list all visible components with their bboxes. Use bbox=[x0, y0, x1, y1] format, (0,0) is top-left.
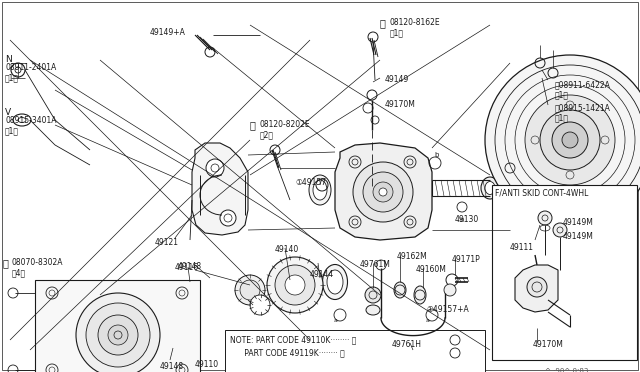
Ellipse shape bbox=[18, 118, 26, 122]
Text: ⒲: ⒲ bbox=[250, 120, 256, 130]
Text: b: b bbox=[435, 152, 439, 158]
Circle shape bbox=[108, 325, 128, 345]
Circle shape bbox=[11, 63, 25, 77]
Circle shape bbox=[444, 284, 456, 296]
Text: ⒲: ⒲ bbox=[380, 18, 386, 28]
Circle shape bbox=[250, 295, 270, 315]
Text: （1）: （1） bbox=[5, 73, 19, 82]
Circle shape bbox=[205, 47, 215, 57]
Text: 08120-8162E: 08120-8162E bbox=[390, 18, 440, 27]
Text: 08911-2401A: 08911-2401A bbox=[5, 63, 56, 72]
Circle shape bbox=[76, 293, 160, 372]
Circle shape bbox=[285, 275, 305, 295]
Text: 49140: 49140 bbox=[275, 245, 300, 254]
Circle shape bbox=[275, 265, 315, 305]
Bar bbox=[492, 185, 637, 360]
Text: 49761H: 49761H bbox=[392, 340, 422, 349]
Text: ⓝ08911-6422A: ⓝ08911-6422A bbox=[555, 80, 611, 89]
Text: 49170M: 49170M bbox=[533, 340, 564, 349]
Text: 49116: 49116 bbox=[175, 263, 199, 272]
Text: 08120-8202E: 08120-8202E bbox=[260, 120, 310, 129]
Text: ^ ·90^ 0:83: ^ ·90^ 0:83 bbox=[545, 368, 588, 372]
Text: （4）: （4） bbox=[12, 268, 26, 277]
Text: 08915-3401A: 08915-3401A bbox=[5, 116, 56, 125]
Text: 49121: 49121 bbox=[155, 238, 179, 247]
Circle shape bbox=[363, 172, 403, 212]
Ellipse shape bbox=[414, 286, 426, 304]
Text: 49149+A: 49149+A bbox=[150, 28, 186, 37]
Circle shape bbox=[485, 55, 640, 225]
Text: V: V bbox=[5, 108, 11, 117]
Ellipse shape bbox=[366, 305, 380, 315]
Circle shape bbox=[365, 287, 381, 303]
Ellipse shape bbox=[394, 282, 406, 298]
Text: F/ANTI SKID CONT-4WHL: F/ANTI SKID CONT-4WHL bbox=[495, 189, 588, 198]
Circle shape bbox=[86, 303, 150, 367]
Ellipse shape bbox=[323, 264, 348, 299]
Text: 49149M: 49149M bbox=[563, 232, 594, 241]
Circle shape bbox=[562, 132, 578, 148]
Text: 49130: 49130 bbox=[455, 215, 479, 224]
Ellipse shape bbox=[309, 175, 331, 205]
Text: 49110: 49110 bbox=[195, 360, 219, 369]
Circle shape bbox=[527, 277, 547, 297]
Circle shape bbox=[267, 257, 323, 313]
Circle shape bbox=[98, 315, 138, 355]
Bar bbox=[225, 330, 485, 372]
Text: 49160M: 49160M bbox=[416, 265, 447, 274]
Circle shape bbox=[363, 103, 373, 113]
Circle shape bbox=[353, 162, 413, 222]
Text: N: N bbox=[5, 55, 12, 64]
Text: Ⓥ08915-1421A: Ⓥ08915-1421A bbox=[555, 103, 611, 112]
Text: ①49157: ①49157 bbox=[295, 178, 326, 187]
Circle shape bbox=[376, 260, 386, 270]
Ellipse shape bbox=[481, 177, 499, 199]
Polygon shape bbox=[335, 143, 432, 240]
Text: ①49157+A: ①49157+A bbox=[426, 305, 468, 314]
Text: 49170M: 49170M bbox=[385, 100, 416, 109]
Text: （1）: （1） bbox=[5, 126, 19, 135]
Text: （1）: （1） bbox=[555, 90, 569, 99]
Circle shape bbox=[367, 90, 377, 100]
Text: 49171P: 49171P bbox=[452, 255, 481, 264]
Circle shape bbox=[540, 110, 600, 170]
Circle shape bbox=[373, 182, 393, 202]
Circle shape bbox=[220, 210, 236, 226]
Bar bbox=[35, 280, 200, 372]
Text: 49111: 49111 bbox=[510, 243, 534, 252]
Ellipse shape bbox=[327, 270, 343, 294]
Circle shape bbox=[538, 211, 552, 225]
Ellipse shape bbox=[485, 182, 495, 195]
Circle shape bbox=[552, 122, 588, 158]
Circle shape bbox=[446, 274, 458, 286]
Text: a: a bbox=[426, 318, 430, 323]
Text: （2）: （2） bbox=[260, 130, 274, 139]
Ellipse shape bbox=[313, 180, 327, 200]
Text: 49149M: 49149M bbox=[563, 218, 594, 227]
Circle shape bbox=[525, 95, 615, 185]
Text: NOTE: PART CODE 49110K········ Ⓐ: NOTE: PART CODE 49110K········ Ⓐ bbox=[230, 335, 356, 344]
Text: 49761M: 49761M bbox=[360, 260, 391, 269]
Text: a: a bbox=[334, 318, 338, 323]
Text: 49144: 49144 bbox=[310, 270, 334, 279]
Circle shape bbox=[206, 159, 224, 177]
Text: 49148: 49148 bbox=[160, 362, 184, 371]
Polygon shape bbox=[515, 265, 558, 312]
Text: 08070-8302A: 08070-8302A bbox=[12, 258, 63, 267]
Text: 49162M: 49162M bbox=[397, 252, 428, 261]
Text: （1）: （1） bbox=[390, 28, 404, 37]
Circle shape bbox=[553, 223, 567, 237]
Circle shape bbox=[379, 188, 387, 196]
Text: b: b bbox=[460, 217, 464, 223]
Circle shape bbox=[240, 280, 260, 300]
Polygon shape bbox=[192, 143, 248, 235]
Text: ⒲: ⒲ bbox=[3, 258, 9, 268]
Ellipse shape bbox=[13, 114, 31, 126]
Text: 49148: 49148 bbox=[178, 262, 202, 271]
Text: PART CODE 49119K········ Ⓑ: PART CODE 49119K········ Ⓑ bbox=[230, 348, 345, 357]
Circle shape bbox=[235, 275, 265, 305]
Text: 49149: 49149 bbox=[385, 75, 409, 84]
Text: （1）: （1） bbox=[555, 113, 569, 122]
